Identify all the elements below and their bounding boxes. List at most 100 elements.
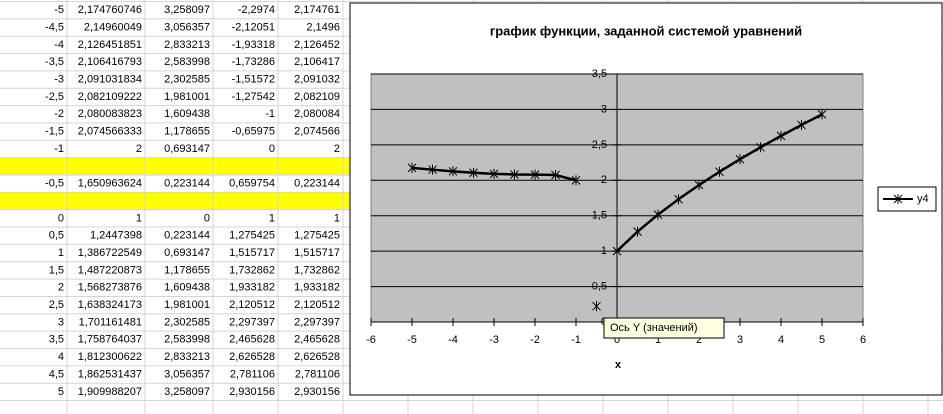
- cell: 3,258097: [164, 386, 210, 398]
- cell: 0,693147: [164, 247, 210, 259]
- cell: 1,275425: [229, 230, 275, 242]
- cell: -2,5: [45, 91, 64, 103]
- data-point: [469, 167, 478, 178]
- cell: 2,626528: [229, 351, 275, 363]
- cell: 2,465628: [229, 334, 275, 346]
- x-tick-label: -3: [489, 334, 499, 346]
- data-point: [551, 170, 560, 181]
- cell: 2: [334, 143, 340, 155]
- cell: -4: [54, 39, 64, 51]
- x-tick-label: -1: [571, 334, 581, 346]
- x-tick-label: 4: [778, 334, 784, 346]
- cell: 1: [334, 212, 340, 224]
- cell: 2,091032: [294, 73, 340, 85]
- cell: 2,781106: [230, 368, 275, 380]
- x-tick-label: -6: [366, 334, 376, 346]
- x-tick-label: 6: [860, 334, 866, 346]
- cell: 2,930156: [294, 386, 340, 398]
- cell: 2,5: [49, 299, 64, 311]
- cell: 2: [58, 282, 64, 294]
- cell: 2,174760746: [78, 4, 142, 16]
- cell: 0,223144: [294, 178, 340, 190]
- cell: 2,583998: [164, 56, 210, 68]
- cell: 1,981001: [164, 299, 210, 311]
- cell: 2,106416793: [78, 56, 142, 68]
- cell: 1,933182: [294, 282, 340, 294]
- cell: -1,93318: [232, 39, 275, 51]
- cell: 1,2447398: [90, 230, 142, 242]
- cell: 1,933182: [229, 282, 275, 294]
- cell: 0: [204, 212, 210, 224]
- cell: 2,174761: [294, 4, 340, 16]
- cell: 2,080084: [294, 108, 340, 120]
- cell: 1,568273876: [78, 282, 142, 294]
- x-tick-label: -4: [448, 334, 458, 346]
- y-tick-label: 2,5: [592, 139, 607, 151]
- cell: 1,701161481: [79, 316, 142, 328]
- cell: -2,12051: [232, 21, 275, 33]
- cell: 1,487220873: [78, 264, 142, 276]
- x-tick-label: 2: [696, 334, 702, 346]
- cell: 0,659754: [229, 178, 275, 190]
- data-point: [407, 162, 417, 173]
- cell: 2,120512: [294, 299, 340, 311]
- data-point: [694, 180, 704, 191]
- cell: 2,302585: [164, 73, 210, 85]
- cell: 3,5: [49, 334, 64, 346]
- cell: 2,833213: [164, 351, 210, 363]
- x-tick-label: 1: [655, 334, 661, 346]
- data-point: [571, 175, 581, 186]
- cell: 2,302585: [164, 316, 210, 328]
- cell: 2,082109222: [78, 91, 142, 103]
- data-point: [715, 166, 724, 177]
- cell: 0,223144: [164, 178, 210, 190]
- cell: -4,5: [45, 21, 64, 33]
- cell: 2,126452: [294, 39, 340, 51]
- cell: 1,758764037: [78, 334, 142, 346]
- x-tick-label: -5: [407, 334, 417, 346]
- cell: 3: [58, 316, 64, 328]
- cell: 0: [58, 212, 64, 224]
- cell: 3,258097: [164, 4, 210, 16]
- cell: 4,5: [49, 368, 64, 380]
- cell: 1,275425: [294, 230, 340, 242]
- cell: -3,5: [45, 56, 64, 68]
- cell: -5: [54, 4, 64, 16]
- cell: 2,1496: [306, 21, 340, 33]
- data-point: [776, 130, 786, 141]
- cell: 2,781106: [295, 368, 340, 380]
- y-tick-label: 1: [601, 245, 607, 257]
- cell: -1,73286: [232, 56, 275, 68]
- cell: -1: [265, 108, 275, 120]
- cell: -0,5: [45, 178, 64, 190]
- cell: 0,5: [49, 230, 64, 242]
- cell: 1: [136, 212, 142, 224]
- cell: 1,609438: [164, 282, 210, 294]
- cell: 2,930156: [229, 386, 275, 398]
- cell: 1,732862: [294, 264, 340, 276]
- legend-label: y4: [917, 193, 929, 205]
- data-point: [653, 209, 663, 220]
- data-point: [428, 164, 437, 175]
- cell: -2: [54, 108, 64, 120]
- data-point: [489, 168, 499, 179]
- cell: 2,626528: [294, 351, 340, 363]
- highlight-row: [0, 157, 350, 175]
- cell: 2,465628: [294, 334, 340, 346]
- chart-title: график функции, заданной системой уравне…: [490, 23, 802, 38]
- x-tick-label: 5: [819, 334, 825, 346]
- cell: 2,14960049: [84, 21, 142, 33]
- cell: 0,693147: [164, 143, 210, 155]
- data-point: [735, 154, 745, 165]
- cell: 2,120512: [229, 299, 275, 311]
- data-point: [612, 246, 622, 257]
- cell: 1,909988207: [78, 386, 142, 398]
- data-point: [633, 226, 642, 237]
- data-point: [797, 119, 806, 130]
- y-tick-label: 1,5: [592, 210, 607, 222]
- data-point: [817, 109, 827, 120]
- cell: 2,583998: [164, 334, 210, 346]
- cell: 2,126451851: [78, 39, 142, 51]
